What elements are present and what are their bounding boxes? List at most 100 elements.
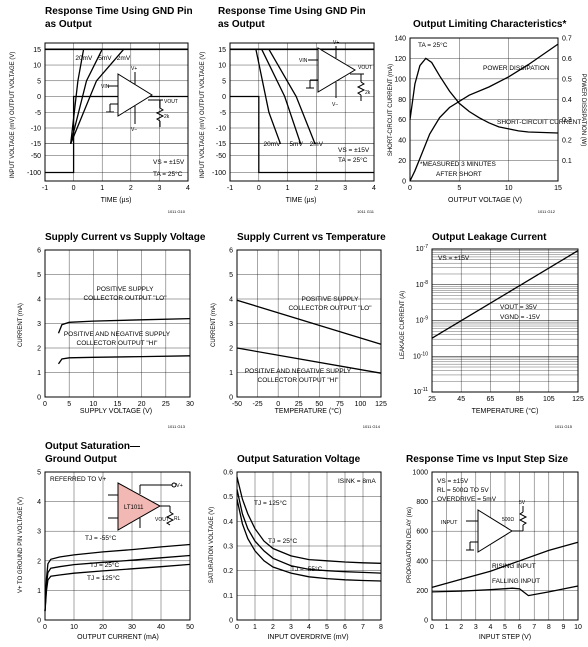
chart-title-line1: Output Saturation—: [45, 441, 140, 452]
svg-text:500Ω: 500Ω: [502, 517, 514, 523]
plot-area: 0 5 10 15 0 20 40 60 80 100 120 140 0.1 0.2 0.3 0.4 0.5 0…: [394, 36, 572, 193]
y-tick-label: 1: [37, 588, 41, 595]
y-tick-label: 3: [37, 529, 41, 536]
y-tick-label: 0.5: [223, 494, 233, 501]
x-axis-label: INPUT STEP (V): [479, 634, 531, 641]
figure-id: 1011 G11: [357, 209, 375, 214]
x-tick-label: 9: [561, 624, 565, 631]
x-axis-label: INPUT OVERDRIVE (mV): [267, 634, 348, 641]
annotation-lo-2: COLLECTOR OUTPUT "LO": [83, 295, 167, 302]
y-right-tick-label: 0.7: [562, 36, 572, 43]
y-tick-label: 1: [37, 370, 41, 377]
annotation-hi-2: COLLECTOR OUTPUT "HI": [258, 377, 340, 384]
x-tick-label: 0: [43, 401, 47, 408]
series-line: [70, 48, 125, 144]
y-tick-label: 5: [37, 470, 41, 477]
annotation-note-2: AFTER SHORT: [436, 171, 482, 178]
plot-area: 0 10 20 30 40 50 0 1 2 3 4 5: [37, 470, 194, 632]
annotation-lo-1: POSITIVE SUPPLY: [97, 286, 155, 293]
y-tick-label: 0: [222, 94, 226, 101]
figure-id: 1011 G13: [168, 424, 186, 429]
x-axis-label: TEMPERATURE (°C): [472, 407, 539, 415]
y-tick-label: 5: [37, 272, 41, 279]
y-tick-label: 2: [37, 346, 41, 353]
y-axis-label: CURRENT (mA): [211, 303, 217, 347]
x-tick-label: 30: [128, 624, 136, 631]
plot-area: -50 -25 0 25 50 75 100 125 0 1 2 3 4 5 6: [229, 248, 387, 409]
x-tick-label: 5: [457, 185, 461, 192]
annotation-supply: VS = ±15V: [438, 255, 470, 262]
series-label: 5mV: [289, 141, 303, 148]
x-tick-label: 0: [72, 185, 76, 192]
y-tick-label: 20: [398, 158, 406, 165]
y-tick-label: 0: [229, 618, 233, 625]
y-tick-label: -5: [35, 110, 41, 117]
y-tick-label: 0.2: [223, 568, 233, 575]
x-axis-label: OUTPUT VOLTAGE (V): [448, 197, 522, 204]
x-tick-label: 6: [343, 624, 347, 631]
x-tick-label: 65: [487, 396, 495, 403]
series-label-minus55: TJ = -55°C: [85, 534, 117, 542]
svg-text:LT1011: LT1011: [124, 505, 144, 511]
chart-title: Output Leakage Current: [432, 232, 547, 243]
x-tick-label: 10: [505, 185, 513, 192]
y-tick-label: 6: [229, 248, 233, 255]
series-line: [236, 476, 382, 564]
panel-supply-current-voltage: Supply Current vs Supply Voltage 0 5 10 15 2…: [18, 232, 206, 429]
series-label: 20mV: [75, 55, 93, 62]
x-tick-label: 40: [157, 624, 165, 631]
x-tick-label: 4: [307, 624, 311, 631]
series-label-minus55: TJ = -55°C: [291, 565, 323, 573]
x-tick-label: 8: [547, 624, 551, 631]
y-tick-label: 1000: [412, 470, 428, 477]
y-tick-exponent: -9: [424, 316, 429, 322]
x-tick-label: 4: [186, 185, 190, 192]
series-line: [57, 355, 191, 365]
y-tick-label: 5: [37, 78, 41, 85]
series-line: [236, 347, 382, 374]
plot-area: 0 5 10 15 20 25 30 0 1 2 3 4 5 6: [37, 248, 194, 409]
y-tick-label: 10-11: [413, 387, 428, 396]
panel-output-leakage: Output Leakage Current 25 45 65 85 105 125 10-…: [400, 232, 584, 429]
y-tick-label: 2: [37, 558, 41, 565]
x-axis-label: TIME (µs): [286, 197, 317, 204]
annotation-supply: VS = ±15V: [338, 147, 370, 154]
x-axis-label: OUTPUT CURRENT (mA): [77, 634, 159, 641]
x-tick-label: 0: [408, 185, 412, 192]
x-axis-label: SUPPLY VOLTAGE (V): [80, 408, 152, 415]
x-tick-label: 3: [157, 185, 161, 192]
y-axis-label: INPUT VOLTAGE (mV) OUTPUT VOLTAGE (V): [200, 52, 206, 179]
svg-text:RL: RL: [174, 516, 181, 522]
series-label-rising: RISING INPUT: [492, 563, 536, 570]
x-tick-label: 1: [100, 185, 104, 192]
annotation-vout: VOUT = 35V: [500, 304, 538, 311]
y-axis-label: SATURATION VOLTAGE (V): [209, 507, 215, 584]
series-label-125: TJ = 125°C: [254, 499, 287, 507]
series-label-falling: FALLING INPUT: [492, 578, 540, 585]
y-tick-label: 0: [402, 179, 406, 186]
y-tick-label: 5: [222, 78, 226, 85]
y-right-tick-label: 0.6: [562, 56, 572, 63]
series-line: [44, 563, 191, 612]
svg-text:2k: 2k: [164, 114, 170, 120]
series-line: [409, 57, 559, 134]
comparator-schematic: V+ VIN VOUT 2k V−: [101, 66, 178, 133]
x-tick-label: 2: [129, 185, 133, 192]
svg-text:V+: V+: [176, 483, 183, 489]
x-tick-label: 10: [89, 401, 97, 408]
y-tick-label: 100: [394, 76, 406, 83]
x-tick-label: -1: [227, 185, 233, 192]
figure-id: 1011 G12: [538, 209, 556, 214]
x-tick-label: 50: [186, 624, 194, 631]
svg-text:2k: 2k: [365, 90, 371, 96]
y-axis-label: LEAKAGE CURRENT (A): [400, 291, 406, 360]
annotation-vgnd: VGND = -15V: [500, 314, 541, 321]
y-tick-label: 0.6: [223, 470, 233, 477]
y-tick-label: -15: [31, 141, 41, 148]
y-tick-exponent: -8: [424, 280, 429, 286]
x-tick-label: 25: [295, 401, 303, 408]
annotation-hi-2: COLLECTOR OUTPUT "HI": [77, 340, 159, 347]
x-tick-label: 4: [488, 624, 492, 631]
y-axis-label: INPUT VOLTAGE (mV) OUTPUT VOLTAGE (V): [10, 52, 16, 179]
y-tick-label: 0: [37, 618, 41, 625]
